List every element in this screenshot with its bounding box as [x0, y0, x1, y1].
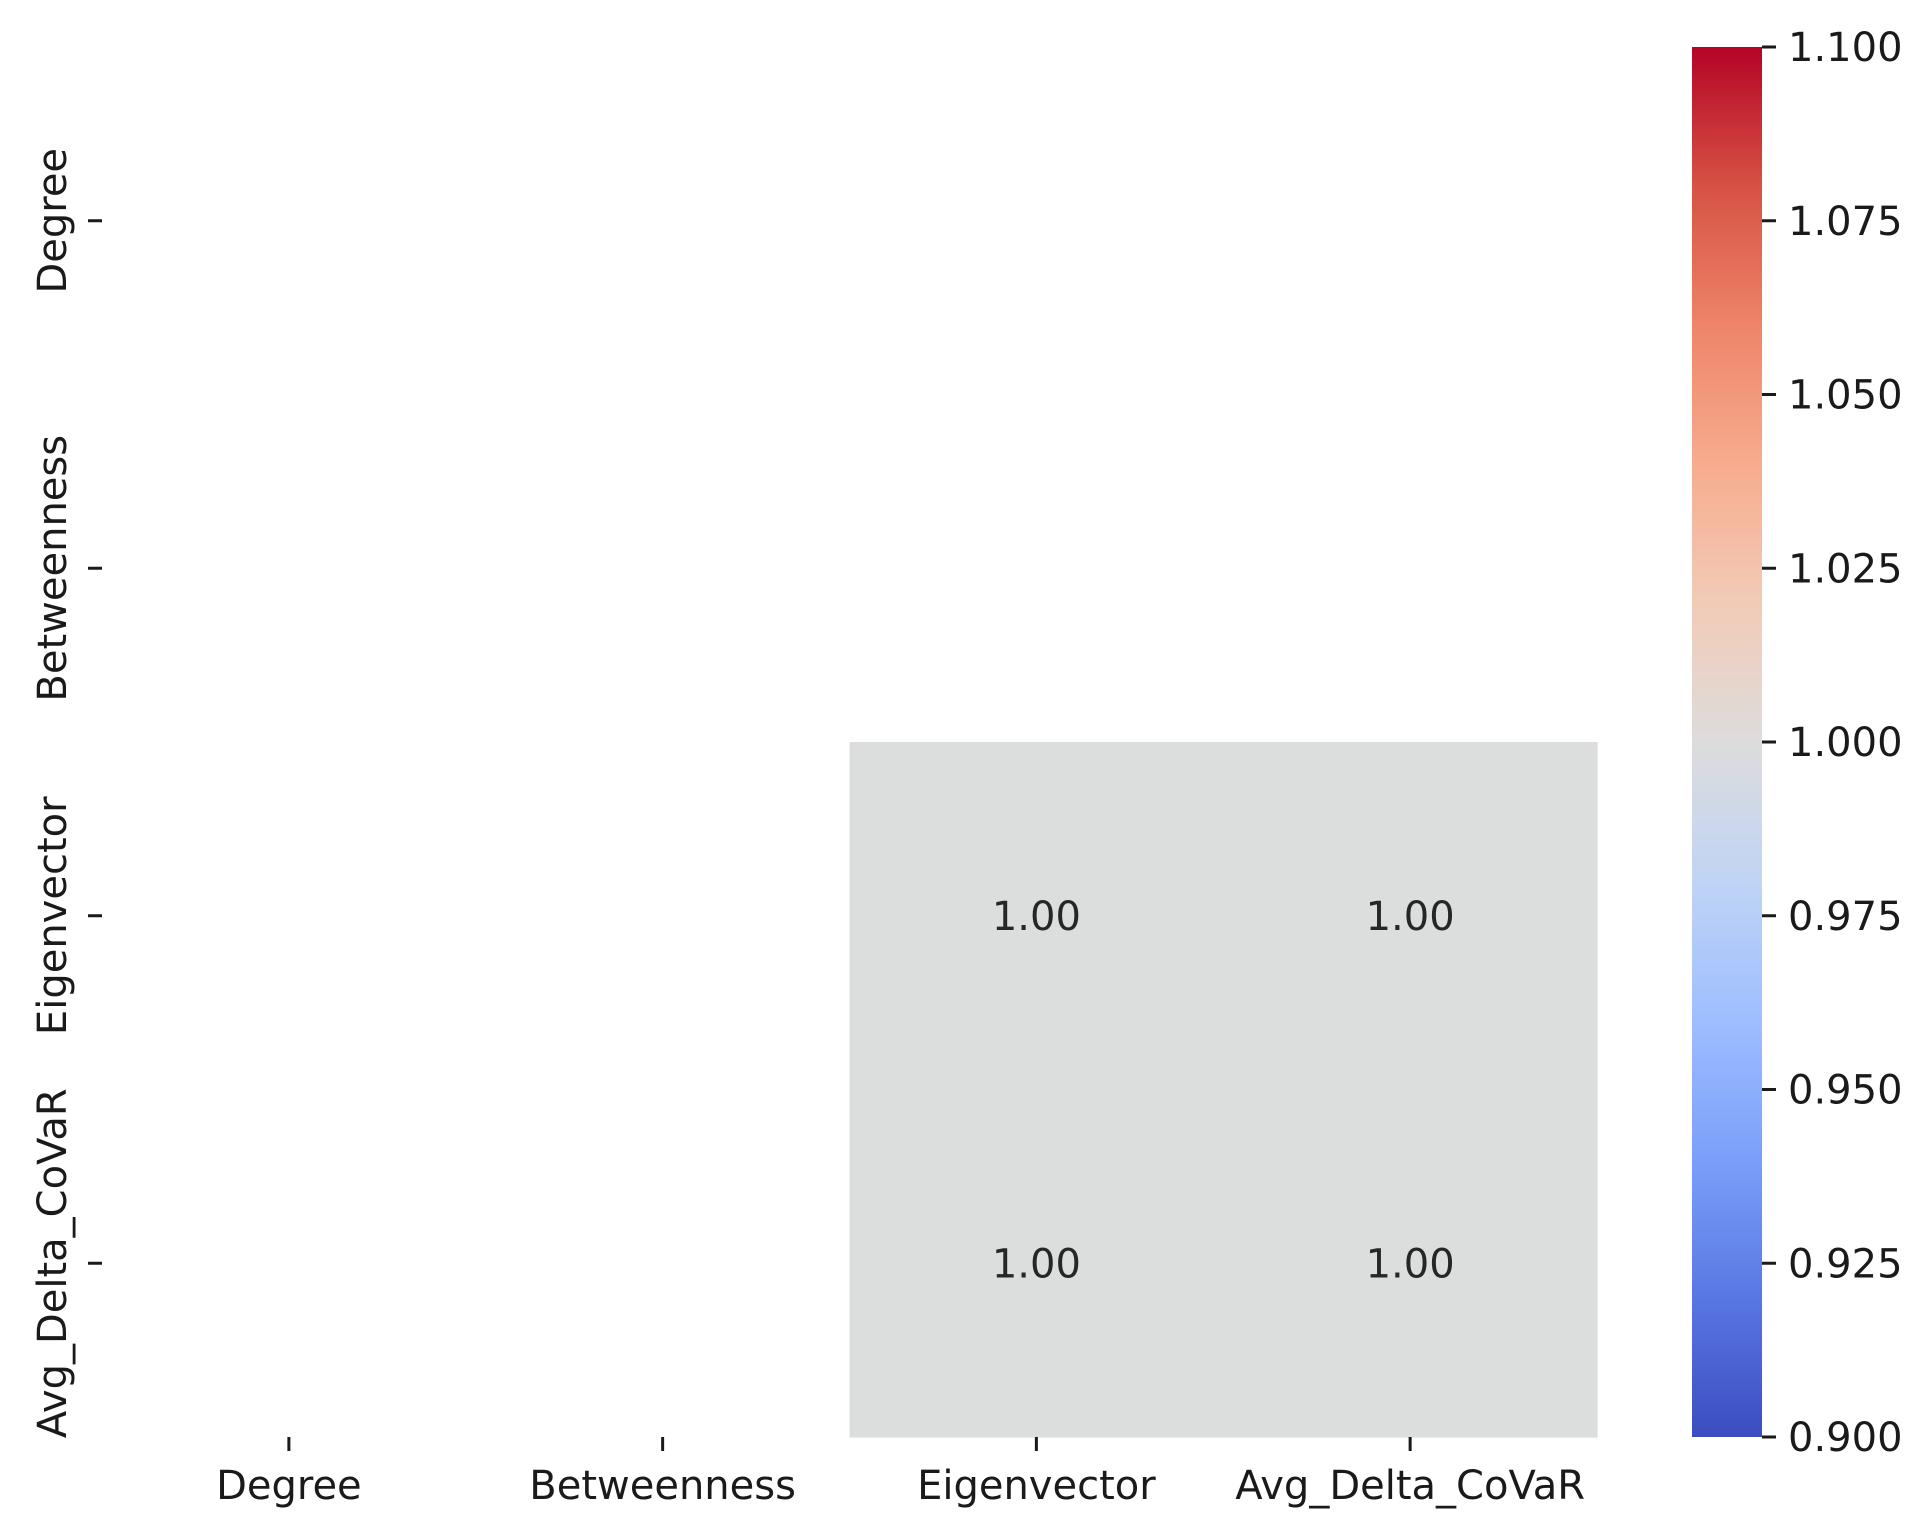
heatmap-cell-label: 1.00 — [1366, 894, 1455, 940]
heatmap-cell-label: 1.00 — [992, 894, 1081, 940]
heatmap-cell-labels: 1.00 1.00 1.00 1.00 — [992, 894, 1455, 1288]
x-tick-label: Betweenness — [529, 1463, 796, 1509]
heatmap-cell-label: 1.00 — [992, 1241, 1081, 1287]
colorbar-tick-label: 1.100 — [1788, 25, 1903, 71]
colorbar-tick-label: 1.075 — [1788, 199, 1903, 245]
x-tick-label: Avg_Delta_CoVaR — [1235, 1463, 1585, 1509]
heatmap-cell — [1223, 742, 1598, 1091]
heatmap-cell — [849, 742, 1224, 1091]
heatmap-cell — [1223, 1089, 1598, 1438]
colorbar-tick-label: 1.000 — [1788, 720, 1903, 766]
colorbar-tick-label: 0.900 — [1788, 1415, 1903, 1461]
colorbar-tick-label: 1.050 — [1788, 373, 1903, 419]
colorbar: 0.900 0.925 0.950 0.975 1.000 1.025 1.050 1.075… — [1692, 25, 1903, 1461]
colorbar-tick-label: 0.925 — [1788, 1241, 1903, 1287]
heatmap-cell-label: 1.00 — [1366, 1241, 1455, 1287]
heatmap-cell — [849, 1089, 1224, 1438]
heatmap-cells — [849, 742, 1598, 1438]
x-tick-label: Degree — [216, 1463, 362, 1509]
x-tick-label: Eigenvector — [917, 1463, 1156, 1509]
x-axis: Degree Betweenness Eigenvector Avg_Delta_Co… — [216, 1437, 1585, 1509]
y-axis: Degree Betweenness Eigenvector Avg_Delta_Co… — [30, 148, 102, 1438]
colorbar-tick-label: 0.975 — [1788, 894, 1903, 940]
y-tick-label: Degree — [30, 148, 76, 294]
y-tick-label: Eigenvector — [30, 796, 76, 1035]
y-tick-label: Betweenness — [30, 435, 76, 702]
colorbar-tick-label: 0.950 — [1788, 1068, 1903, 1114]
colorbar-tick-label: 1.025 — [1788, 546, 1903, 592]
y-tick-label: Avg_Delta_CoVaR — [30, 1088, 76, 1438]
colorbar-gradient — [1692, 47, 1762, 1437]
